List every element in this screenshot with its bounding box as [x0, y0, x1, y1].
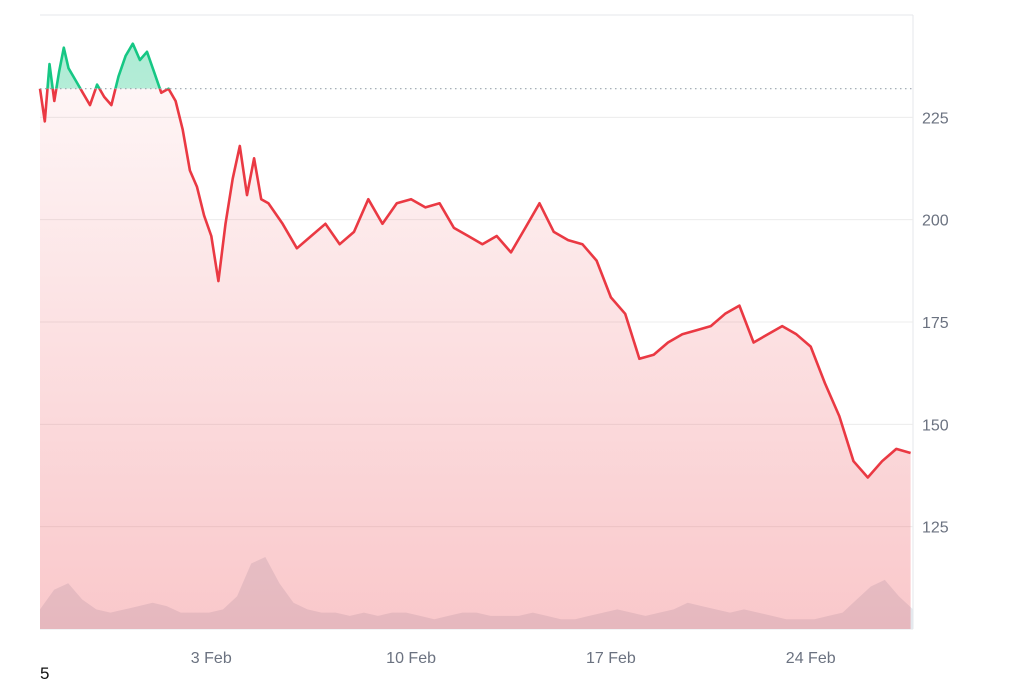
x-tick-label: 10 Feb [386, 650, 436, 667]
y-tick-label: 125 [922, 520, 949, 537]
price-area-above-baseline [47, 43, 160, 89]
x-tick-label: 24 Feb [786, 650, 836, 667]
x-tick-label: 3 Feb [191, 650, 232, 667]
price-line-below-baseline [38, 88, 911, 479]
page-number: 5 [40, 664, 50, 683]
price-line-above-baseline [40, 42, 170, 89]
price-area-below-baseline [40, 88, 911, 629]
x-tick-label: 17 Feb [586, 650, 636, 667]
y-tick-label: 225 [922, 110, 949, 127]
y-tick-label: 175 [922, 315, 949, 332]
y-tick-label: 200 [922, 213, 949, 230]
y-tick-label: 150 [922, 417, 949, 434]
